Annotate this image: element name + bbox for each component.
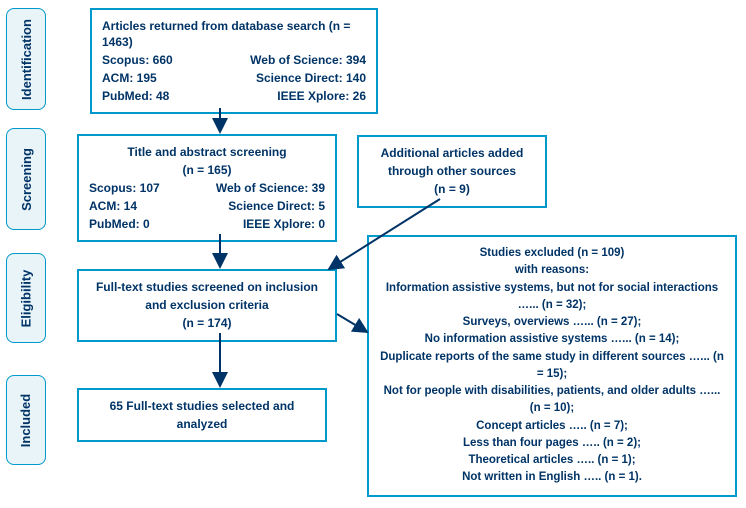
excl-header2: with reasons: (379, 262, 725, 279)
box4-l3: (n = 174) (89, 315, 325, 331)
box5-l2: analyzed (89, 416, 315, 432)
box5-l1: 65 Full-text studies selected and (89, 398, 315, 414)
box1-title: Articles returned from database search (… (102, 18, 366, 50)
stage-included: Included (6, 375, 46, 465)
box3-l1: Additional articles added (369, 145, 535, 161)
box-fulltext-screened: Full-text studies screened on inclusion … (77, 269, 337, 342)
excl-item: Not for people with disabilities, patien… (379, 383, 725, 418)
excl-item: Duplicate reports of the same study in d… (379, 349, 725, 384)
stage-eligibility-label: Eligibility (19, 269, 34, 327)
excl-item: Less than four pages ….. (n = 2); (379, 435, 725, 452)
stage-identification-label: Identification (19, 19, 34, 100)
excl-items: Information assistive systems, but not f… (379, 280, 725, 487)
excl-item: No information assistive systems …... (n… (379, 331, 725, 348)
excl-header1: Studies excluded (n = 109) (379, 245, 725, 262)
excl-item: Information assistive systems, but not f… (379, 280, 725, 315)
stage-identification: Identification (6, 8, 46, 110)
box3-l3: (n = 9) (369, 181, 535, 197)
excl-item: Theoretical articles ….. (n = 1); (379, 452, 725, 469)
box4-l2: and exclusion criteria (89, 297, 325, 313)
box-database-search: Articles returned from database search (… (90, 8, 378, 114)
box2-row1: ACM: 14Science Direct: 5 (89, 198, 325, 215)
stage-screening-label: Screening (19, 148, 34, 211)
stage-eligibility: Eligibility (6, 253, 46, 343)
box2-row2: PubMed: 0IEEE Xplore: 0 (89, 216, 325, 233)
box-exclusions: Studies excluded (n = 109) with reasons:… (367, 235, 737, 497)
box2-title1: Title and abstract screening (89, 144, 325, 160)
box-title-abstract-screening: Title and abstract screening (n = 165) S… (77, 134, 337, 242)
stage-screening: Screening (6, 128, 46, 230)
excl-item: Concept articles ….. (n = 7); (379, 418, 725, 435)
box4-l1: Full-text studies screened on inclusion (89, 279, 325, 295)
excl-item: Surveys, overviews …... (n = 27); (379, 314, 725, 331)
flow-arrow (337, 314, 367, 332)
stage-included-label: Included (19, 393, 34, 446)
box2-title2: (n = 165) (89, 162, 325, 178)
box1-row1: ACM: 195Science Direct: 140 (102, 70, 366, 87)
box1-row2: PubMed: 48IEEE Xplore: 26 (102, 88, 366, 105)
box3-l2: through other sources (369, 163, 535, 179)
box1-row0: Scopus: 660Web of Science: 394 (102, 52, 366, 69)
excl-item: Not written in English ….. (n = 1). (379, 469, 725, 486)
box-additional-articles: Additional articles added through other … (357, 135, 547, 208)
box-fulltext-selected: 65 Full-text studies selected and analyz… (77, 388, 327, 442)
box2-row0: Scopus: 107Web of Science: 39 (89, 180, 325, 197)
